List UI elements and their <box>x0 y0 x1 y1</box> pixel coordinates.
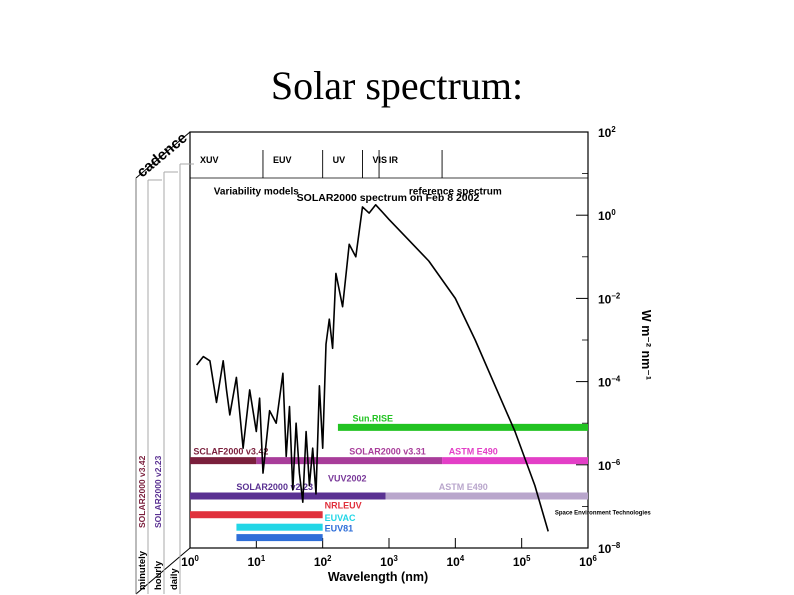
bar-solar2000-v3-31 <box>256 457 443 465</box>
cadence-title: cadence <box>134 129 191 181</box>
x-tick-label: 105 <box>513 554 531 569</box>
y-axis-label: W m⁻² nm⁻¹ <box>639 310 653 380</box>
bar-label-solar2000-v2-23: SOLAR2000 v2.23 <box>236 482 313 492</box>
bar-nrleuv <box>190 511 323 519</box>
bar-solar2000-v2-23 <box>190 492 386 500</box>
x-tick-label: 102 <box>314 554 332 569</box>
perspective-line-top <box>135 131 191 179</box>
bar-astm-e490-v3-31- <box>442 457 588 465</box>
bar-euv81 <box>236 534 323 542</box>
cadence-model-hourly: SOLAR2000 v2.23 <box>153 455 163 528</box>
annotation-variability-models: Variability models <box>214 186 299 197</box>
x-tick-label: 100 <box>181 554 199 569</box>
bar-label-astm-e490-v3-31-: ASTM E490 <box>449 447 498 457</box>
perspective-line-bottom <box>135 547 191 595</box>
bar-label-astm-e490-v2-23-: ASTM E490 <box>439 482 488 492</box>
cadence-model-minutely: SOLAR2000 v3.42 <box>137 455 147 528</box>
bar-label-nrleuv: NRLEUV <box>325 501 362 511</box>
y-tick-label: 10−4 <box>598 375 621 390</box>
bar-sclaf2000-v3-42 <box>190 457 257 465</box>
band-label-euv: EUV <box>273 155 292 165</box>
y-tick-label: 10−6 <box>598 458 621 473</box>
cadence-label-hourly: hourly <box>153 560 164 590</box>
cadence-label-minutely: minutely <box>137 550 148 590</box>
chart-title: SOLAR2000 spectrum on Feb 8 2002 <box>297 192 480 204</box>
y-tick-label: 10−2 <box>598 291 621 306</box>
slide-title: Solar spectrum: <box>270 63 524 108</box>
bar-euvac <box>236 523 323 531</box>
band-label-uv: UV <box>333 155 346 165</box>
bar-label-euvac: EUVAC <box>325 513 356 523</box>
bar-sun-rise <box>337 423 588 431</box>
band-label-xuv: XUV <box>200 155 219 165</box>
x-tick-label: 101 <box>247 554 265 569</box>
x-tick-label: 103 <box>380 554 398 569</box>
label-vuv2002: VUV2002 <box>328 473 367 483</box>
x-tick-label: 106 <box>579 554 597 569</box>
band-label-vis: VIS <box>372 155 387 165</box>
band-label-ir: IR <box>389 155 399 165</box>
bar-label-sun-rise: Sun.RISE <box>353 413 394 423</box>
y-tick-label: 10−8 <box>598 541 621 556</box>
cadence-label-daily: daily <box>169 568 180 590</box>
bar-label-solar2000-v3-31: SOLAR2000 v3.31 <box>349 447 426 457</box>
y-tick-label: 102 <box>598 125 616 140</box>
bar-label-sclaf2000-v3-42: SCLAF2000 v3.42 <box>193 447 268 457</box>
x-tick-label: 104 <box>446 554 464 569</box>
bar-astm-e490-v2-23- <box>385 492 588 500</box>
bar-label-euv81: EUV81 <box>325 524 354 534</box>
x-axis-label: Wavelength (nm) <box>328 570 428 584</box>
annotation-space-environment-technologies: Space Environment Technologies <box>555 511 652 517</box>
y-tick-label: 100 <box>598 208 616 223</box>
annotation-reference-spectrum: reference spectrum <box>409 186 502 197</box>
spectrum-line <box>195 204 549 532</box>
